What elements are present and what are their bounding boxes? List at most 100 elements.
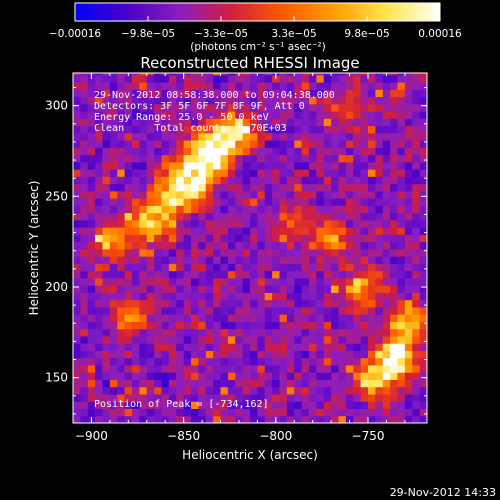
heatmap-cell	[95, 364, 104, 373]
heatmap-cell	[205, 321, 214, 330]
heatmap-cell	[331, 147, 340, 156]
heatmap-cell	[168, 357, 177, 366]
heatmap-cell	[279, 140, 288, 148]
heatmap-cell	[220, 256, 229, 264]
heatmap-cell	[257, 154, 266, 163]
heatmap-cell	[213, 306, 222, 315]
heatmap-cell	[198, 408, 207, 417]
heatmap-cell	[375, 234, 384, 243]
heatmap-cell	[390, 227, 399, 235]
heatmap-cell	[419, 125, 427, 134]
heatmap-cell	[412, 256, 421, 264]
heatmap-cell	[213, 393, 222, 402]
heatmap-cell	[227, 350, 236, 359]
heatmap-cell	[168, 205, 177, 214]
heatmap-cell	[294, 227, 303, 235]
heatmap-cell	[419, 285, 427, 293]
heatmap-cell	[161, 321, 170, 330]
heatmap-cell	[397, 364, 406, 373]
heatmap-cell	[272, 118, 281, 127]
heatmap-cell	[382, 314, 391, 322]
heatmap-cell	[323, 74, 332, 83]
heatmap-cell	[397, 132, 406, 141]
colorbar-tick-label: −0.00016	[49, 28, 102, 40]
heatmap-cell	[87, 125, 96, 134]
heatmap-cell	[198, 183, 207, 192]
heatmap-cell	[80, 161, 89, 170]
heatmap-cell	[257, 161, 266, 170]
heatmap-cell	[272, 285, 281, 293]
heatmap-cell	[353, 241, 362, 250]
heatmap-cell	[227, 372, 236, 380]
heatmap-cell	[205, 176, 214, 185]
heatmap-cell	[80, 198, 89, 206]
heatmap-cell	[412, 386, 421, 395]
heatmap-cell	[382, 393, 391, 402]
heatmap-cell	[323, 408, 332, 417]
heatmap-cell	[198, 190, 207, 199]
heatmap-cell	[220, 111, 229, 119]
heatmap-cell	[235, 96, 244, 105]
heatmap-cell	[286, 205, 295, 214]
heatmap-cell	[309, 132, 317, 141]
heatmap-cell	[279, 256, 288, 264]
heatmap-cell	[419, 335, 427, 344]
heatmap-cell	[250, 256, 258, 264]
heatmap-cell	[95, 415, 104, 423]
heatmap-cell	[382, 328, 391, 337]
heatmap-cell	[87, 321, 96, 330]
heatmap-cell	[279, 350, 288, 359]
heatmap-cell	[168, 74, 177, 83]
heatmap-cell	[117, 292, 126, 301]
heatmap-cell	[146, 212, 155, 221]
heatmap-cell	[80, 176, 89, 185]
heatmap-cell	[80, 314, 89, 322]
heatmap-cell	[390, 118, 399, 127]
heatmap-cell	[132, 357, 140, 366]
heatmap-cell	[168, 328, 177, 337]
heatmap-cell	[345, 103, 354, 112]
heatmap-cell	[109, 357, 118, 366]
heatmap-cell	[146, 96, 155, 105]
heatmap-cell	[404, 256, 413, 264]
heatmap-cell	[198, 234, 207, 243]
heatmap-cell	[191, 190, 199, 199]
heatmap-cell	[382, 111, 391, 119]
heatmap-cell	[124, 350, 133, 359]
heatmap-cell	[198, 103, 207, 112]
heatmap-cell	[205, 125, 214, 134]
heatmap-cell	[139, 234, 148, 243]
heatmap-cell	[191, 306, 199, 315]
heatmap-cell	[309, 350, 317, 359]
heatmap-cell	[132, 103, 140, 112]
heatmap-cell	[191, 169, 199, 177]
heatmap-cell	[375, 270, 384, 279]
heatmap-cell	[353, 140, 362, 148]
heatmap-cell	[279, 96, 288, 105]
heatmap-cell	[279, 118, 288, 127]
heatmap-cell	[390, 364, 399, 373]
heatmap-cell	[205, 328, 214, 337]
heatmap-cell	[309, 328, 317, 337]
heatmap-cell	[412, 364, 421, 373]
heatmap-cell	[397, 74, 406, 83]
heatmap-cell	[80, 357, 89, 366]
heatmap-cell	[353, 118, 362, 127]
heatmap-cell	[272, 96, 281, 105]
heatmap-cell	[264, 212, 273, 221]
heatmap-cell	[331, 190, 340, 199]
heatmap-cell	[309, 270, 317, 279]
heatmap-cell	[227, 285, 236, 293]
heatmap-cell	[73, 212, 81, 221]
heatmap-cell	[404, 292, 413, 301]
heatmap-cell	[316, 140, 325, 148]
heatmap-cell	[264, 372, 273, 380]
heatmap-cell	[397, 350, 406, 359]
heatmap-cell	[331, 176, 340, 185]
heatmap-cell	[73, 125, 81, 134]
heatmap-cell	[345, 270, 354, 279]
heatmap-cell	[124, 277, 133, 286]
heatmap-cell	[168, 132, 177, 141]
heatmap-cell	[294, 241, 303, 250]
heatmap-cell	[360, 328, 369, 337]
